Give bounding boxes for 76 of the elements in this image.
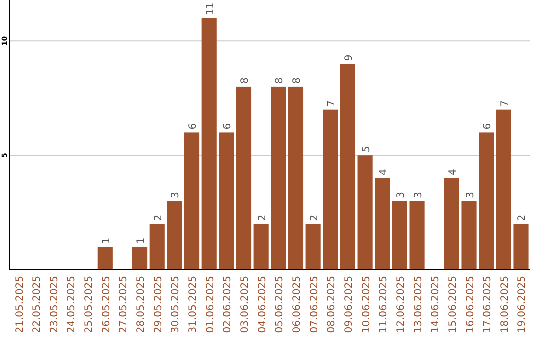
x-tick-label: 26.05.2025 xyxy=(101,276,112,334)
data-label: 4 xyxy=(378,169,390,176)
x-tick-label: 25.05.2025 xyxy=(84,276,96,334)
data-label: 2 xyxy=(257,214,268,222)
x-tick-label: 11.06.2025 xyxy=(378,276,390,334)
bar xyxy=(98,247,113,270)
x-tick-label: 03.06.2025 xyxy=(240,276,252,334)
bar xyxy=(167,201,182,270)
data-label: 5 xyxy=(361,146,372,153)
data-label: 2 xyxy=(309,214,320,222)
x-tick-label: 27.05.2025 xyxy=(118,276,130,334)
data-label: 2 xyxy=(517,214,528,222)
x-tick-label: 01.06.2025 xyxy=(205,276,216,334)
x-tick-label: 31.05.2025 xyxy=(188,276,200,334)
data-label: 9 xyxy=(344,54,355,62)
bar xyxy=(254,224,269,270)
data-label: 6 xyxy=(222,123,234,130)
bar xyxy=(323,110,338,270)
x-tick-label: 18.06.2025 xyxy=(500,276,511,334)
x-tick-label: 02.06.2025 xyxy=(222,276,234,334)
bar xyxy=(358,156,373,270)
bar xyxy=(202,18,217,270)
bar xyxy=(340,64,356,270)
x-tick-label: 13.06.2025 xyxy=(413,276,424,334)
bar xyxy=(462,201,477,270)
bar xyxy=(375,178,390,270)
bar xyxy=(306,224,321,270)
x-tick-label: 16.06.2025 xyxy=(465,276,476,334)
x-tick-label: 06.06.2025 xyxy=(292,276,303,334)
x-tick-label: 29.05.2025 xyxy=(153,276,164,334)
x-tick-label: 04.06.2025 xyxy=(257,276,268,334)
data-label: 3 xyxy=(413,192,424,198)
x-tick-label: 17.06.2025 xyxy=(482,276,494,334)
x-tick-label: 15.06.2025 xyxy=(448,276,459,334)
data-label: 8 xyxy=(240,78,252,84)
x-tick-label: 05.06.2025 xyxy=(274,276,286,334)
x-tick-label: 23.05.2025 xyxy=(49,276,60,334)
data-label: 3 xyxy=(465,192,476,198)
x-tick-label: 24.05.2025 xyxy=(66,276,78,334)
x-tick-label: 08.06.2025 xyxy=(326,276,338,334)
bar xyxy=(288,86,304,270)
bar xyxy=(496,110,512,270)
data-label: 11 xyxy=(205,2,216,16)
x-tick-label: 09.06.2025 xyxy=(344,276,355,334)
bar xyxy=(184,132,200,270)
data-label: 3 xyxy=(170,192,182,198)
data-label: 3 xyxy=(396,192,407,198)
data-label: 1 xyxy=(101,238,112,244)
data-label: 7 xyxy=(500,100,511,107)
bar xyxy=(236,86,252,270)
data-label: 6 xyxy=(188,123,200,130)
x-tick-label: 19.06.2025 xyxy=(517,276,528,334)
bar xyxy=(132,247,148,270)
data-label: 8 xyxy=(274,78,286,84)
data-label: 7 xyxy=(326,100,338,107)
bar xyxy=(219,132,234,270)
x-tick-label: 30.05.2025 xyxy=(170,276,182,334)
data-label: 8 xyxy=(292,78,303,84)
data-label: 2 xyxy=(153,214,164,222)
x-tick-label: 21.05.2025 xyxy=(14,276,26,334)
x-tick-label: 10.06.2025 xyxy=(361,276,372,334)
x-tick-label: 07.06.2025 xyxy=(309,276,320,334)
data-label: 4 xyxy=(448,169,459,176)
bar xyxy=(392,201,408,270)
x-tick-label: 22.05.2025 xyxy=(32,276,44,334)
x-tick-label: 12.06.2025 xyxy=(396,276,407,334)
bar xyxy=(271,86,286,270)
data-label: 6 xyxy=(482,123,494,130)
bar xyxy=(479,132,494,270)
bar xyxy=(410,201,425,270)
x-tick-label: 28.05.2025 xyxy=(136,276,148,334)
bar xyxy=(444,178,460,270)
x-tick-label: 14.06.2025 xyxy=(430,276,442,334)
bar xyxy=(514,224,529,270)
data-label: 1 xyxy=(136,238,148,244)
bar xyxy=(150,224,165,270)
